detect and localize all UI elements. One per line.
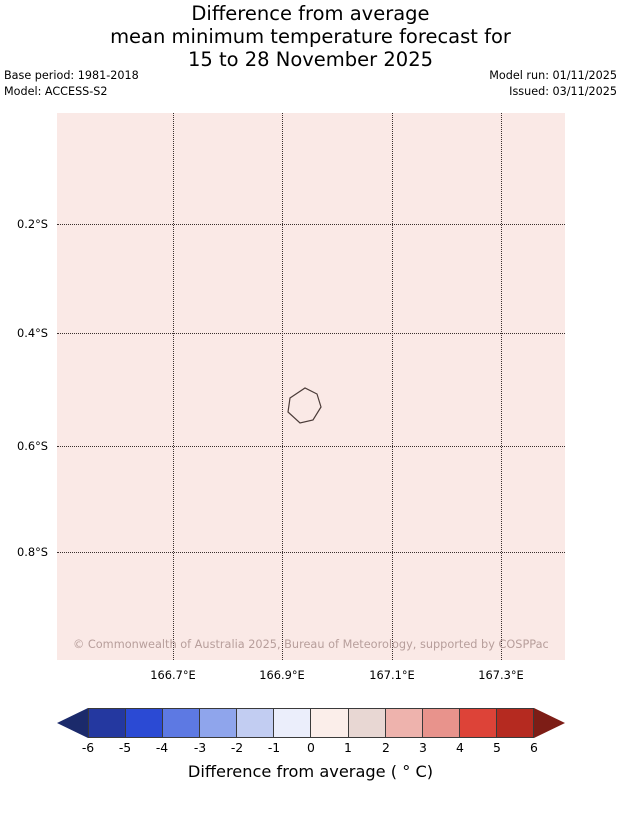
colorbar-band [459,709,497,737]
colorbar-tick-label: -1 [267,740,281,755]
metadata-left: Base period: 1981-2018 Model: ACCESS-S2 [4,68,139,100]
metadata-right: Model run: 01/11/2025 Issued: 03/11/2025 [489,68,617,100]
colorbar-band [311,709,349,737]
y-axis-tick-label: 0.2°S [16,217,48,231]
gridline-longitude-167-3 [501,113,502,660]
colorbar-band [163,709,201,737]
colorbar-over-arrow [534,708,565,738]
y-axis-tick-label: 0.4°S [16,326,48,340]
colorbar-band [422,709,460,737]
colorbar-band [89,709,127,737]
colorbar-axis-label: Difference from average ( ° C) [187,762,434,781]
colorbar-band [200,709,238,737]
x-axis-tick-label: 166.7°E [150,668,196,682]
map-attribution: © Commonwealth of Australia 2025, Bureau… [73,638,549,651]
y-axis-tick-label: 0.8°S [16,545,48,559]
gridline-longitude-167-1 [392,113,393,660]
issued-text: Issued: 03/11/2025 [509,85,617,98]
colorbar-tick-label: 5 [493,740,501,755]
gridline-latitude-0-6 [57,446,565,447]
title-line-1: Difference from average [191,2,430,25]
gridline-latitude-0-8 [57,552,565,553]
colorbar-tick-label: 1 [344,740,352,755]
colorbar-tick-label: 3 [419,740,427,755]
colorbar-band [496,709,533,737]
colorbar-tick-label: -4 [155,740,169,755]
colorbar-under-arrow [57,708,88,738]
colorbar-tick-label: -2 [230,740,244,755]
y-axis-tick-label: 0.6°S [16,439,48,453]
gridline-longitude-166-7 [173,113,174,660]
colorbar-band [126,709,164,737]
colorbar-tick-label: 0 [307,740,315,755]
colorbar-band [274,709,312,737]
colorbar-tick-label: -5 [118,740,132,755]
colorbar-tick-label: -6 [81,740,95,755]
title-line-2: mean minimum temperature forecast for [110,25,511,48]
gridline-latitude-0-4 [57,333,565,334]
x-axis-tick-label: 167.1°E [369,668,415,682]
colorbar-tick-label: 2 [382,740,390,755]
model-text: Model: ACCESS-S2 [4,85,108,98]
gridline-longitude-166-9 [282,113,283,660]
gridline-latitude-0-2 [57,224,565,225]
map-plot-area: © Commonwealth of Australia 2025, Bureau… [57,113,565,660]
model-run-text: Model run: 01/11/2025 [489,69,617,82]
colorbar-band [385,709,423,737]
base-period-text: Base period: 1981-2018 [4,69,139,82]
colorbar-bands [88,708,534,738]
colorbar-tick-label: -3 [193,740,207,755]
colorbar-tick-label: 6 [530,740,538,755]
island-outline-nauru [287,387,322,424]
colorbar-band [348,709,386,737]
x-axis-tick-label: 167.3°E [478,668,524,682]
colorbar-band [237,709,275,737]
colorbar [57,708,565,738]
title-line-3: 15 to 28 November 2025 [187,48,434,71]
x-axis-tick-label: 166.9°E [259,668,305,682]
page-title: Difference from average mean minimum tem… [0,2,621,71]
colorbar-tick-label: 4 [456,740,464,755]
